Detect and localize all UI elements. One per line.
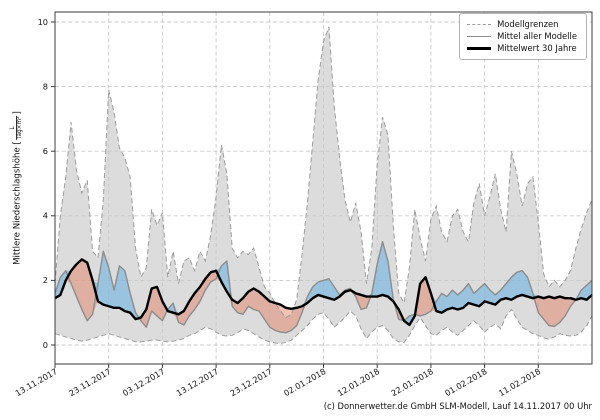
- copyright-footer: (c) Donnerwetter.de GmbH SLM-Modell, Lau…: [323, 401, 592, 411]
- axis-ticks: [51, 21, 539, 368]
- svg-text:01.02.2018: 01.02.2018: [443, 366, 489, 398]
- legend: Modellgrenzen Mittel aller Modelle Mitte…: [459, 13, 587, 60]
- svg-text:13.12.2017: 13.12.2017: [174, 366, 220, 398]
- svg-text:12.01.2018: 12.01.2018: [336, 366, 382, 398]
- mean-30y-line: [54, 258, 593, 327]
- legend-item-mittel-aller-modelle: Mittel aller Modelle: [467, 30, 577, 42]
- legend-label: Modellgrenzen: [497, 19, 559, 29]
- legend-item-modellgrenzen: Modellgrenzen: [467, 18, 577, 30]
- svg-text:6: 6: [43, 146, 48, 156]
- x-tick-labels: 13.11.2017 23.11.2017 03.12.2017 13.12.2017…: [13, 366, 542, 398]
- legend-label: Mittel aller Modelle: [497, 31, 577, 42]
- model-envelope-lower-edge: [54, 308, 593, 344]
- svg-text:23.11.2017: 23.11.2017: [67, 366, 113, 398]
- svg-text:03.12.2017: 03.12.2017: [121, 366, 167, 398]
- svg-text:10: 10: [38, 17, 48, 27]
- below-normal-fill: [55, 259, 592, 333]
- above-normal-fill: [55, 241, 592, 325]
- svg-text:2: 2: [43, 275, 48, 285]
- unit-fraction: L Tag×m²: [10, 115, 24, 141]
- solid-gray-line-icon: [467, 35, 492, 37]
- svg-text:13.11.2017: 13.11.2017: [13, 366, 59, 398]
- model-mean-line: [54, 240, 593, 334]
- legend-label: Mittelwert 30 Jahre: [497, 43, 577, 54]
- y-tick-labels: 0 2 4 6 8 10: [38, 17, 48, 350]
- svg-text:11.02.2018: 11.02.2018: [497, 366, 543, 398]
- legend-item-mittelwert-30-jahre: Mittelwert 30 Jahre: [467, 42, 577, 54]
- thick-black-line-icon: [467, 46, 492, 50]
- svg-text:8: 8: [43, 81, 48, 91]
- y-axis-label-text: Mittlere Niederschlagshöhe: [12, 147, 23, 265]
- unit-bracket-close: ]: [12, 111, 23, 115]
- svg-text:4: 4: [43, 211, 48, 221]
- svg-text:0: 0: [43, 340, 48, 350]
- unit-denominator: Tag×m²: [17, 116, 24, 140]
- y-axis-label: Mittlere Niederschlagshöhe [L Tag×m²]: [10, 111, 24, 265]
- dashed-gray-line-icon: [467, 23, 492, 25]
- model-envelope-upper-edge: [54, 26, 593, 319]
- svg-text:23.12.2017: 23.12.2017: [228, 366, 274, 398]
- svg-text:02.01.2018: 02.01.2018: [282, 366, 328, 398]
- unit-bracket-open: [: [12, 141, 23, 145]
- svg-text:22.01.2018: 22.01.2018: [389, 366, 435, 398]
